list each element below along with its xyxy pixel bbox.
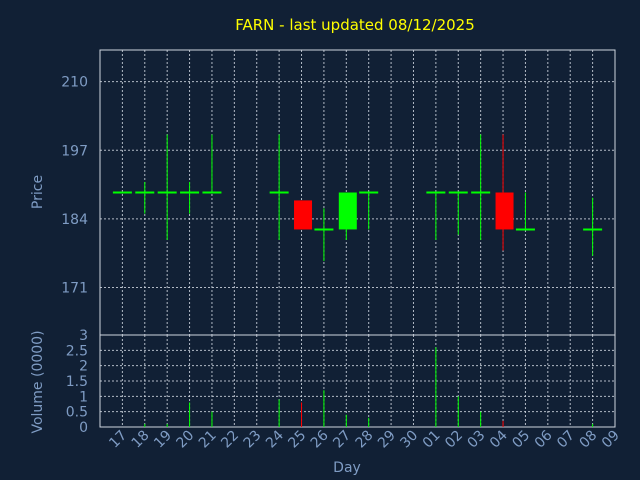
volume-tick-label: 2 [79, 359, 88, 375]
x-tick-label: 29 [375, 428, 399, 452]
volume-tick-label: 0.5 [66, 405, 88, 421]
price-tick-label: 210 [61, 75, 88, 91]
candle-body [495, 192, 514, 230]
price-tick-label: 184 [61, 212, 88, 228]
volume-panel: 00.511.522.53 [66, 328, 616, 436]
price-panel: 171 184 197 210 [61, 49, 616, 336]
candle-body [294, 200, 313, 230]
x-axis-label: Day [333, 460, 361, 476]
price-panel-frame [99, 49, 616, 336]
x-tick-label: 09 [599, 428, 623, 452]
x-tick-label: 23 [241, 428, 265, 452]
x-tick-label: 22 [218, 428, 242, 452]
x-tick-label: 21 [196, 428, 220, 452]
price-tick-label: 171 [61, 281, 88, 297]
x-tick-label: 24 [263, 427, 287, 451]
x-tick-label: 17 [106, 428, 130, 452]
x-tick-label: 01 [420, 428, 444, 452]
volume-tick-label: 1 [79, 389, 88, 405]
x-tick-label: 07 [554, 428, 578, 452]
x-tick-label: 06 [532, 427, 556, 451]
x-tick-label: 27 [330, 428, 354, 452]
x-tick-label: 26 [308, 427, 332, 451]
volume-axis-label: Volume (0000) [30, 330, 46, 433]
volume-panel-frame [99, 334, 616, 428]
volume-tick-label: 0 [79, 420, 88, 436]
x-tick-label: 03 [465, 428, 489, 452]
volume-tick-label: 3 [79, 328, 88, 344]
x-axis-ticks: 1718192021222324252627282930010203040506… [106, 427, 623, 451]
x-tick-label: 25 [285, 428, 309, 452]
x-tick-label: 28 [353, 428, 377, 452]
volume-tick-label: 1.5 [66, 374, 88, 390]
x-tick-label: 30 [397, 428, 421, 452]
chart-title: FARN - last updated 08/12/2025 [235, 16, 475, 34]
x-tick-label: 08 [577, 428, 601, 452]
x-tick-label: 20 [173, 428, 197, 452]
price-axis-label: Price [30, 175, 46, 209]
x-tick-label: 18 [129, 428, 153, 452]
price-tick-label: 197 [61, 143, 88, 159]
volume-tick-label: 2.5 [66, 343, 88, 359]
x-tick-label: 19 [151, 428, 175, 452]
x-tick-label: 02 [442, 428, 466, 452]
x-tick-label: 05 [509, 428, 533, 452]
candle-body [338, 192, 357, 230]
x-tick-label: 04 [487, 427, 511, 451]
